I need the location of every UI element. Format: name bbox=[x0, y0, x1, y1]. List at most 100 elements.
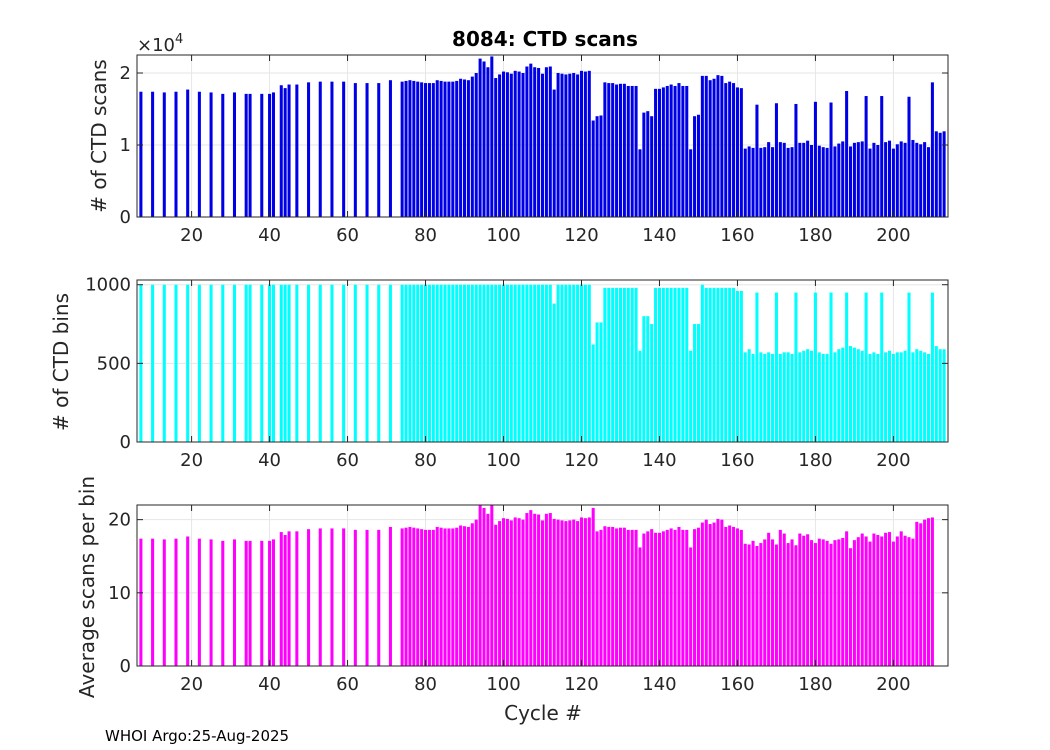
bar bbox=[825, 147, 829, 217]
bar bbox=[462, 79, 467, 217]
bar bbox=[260, 540, 264, 666]
bar bbox=[817, 538, 821, 666]
bar bbox=[470, 523, 474, 666]
bar bbox=[579, 517, 584, 666]
bar bbox=[462, 284, 467, 442]
bar bbox=[833, 540, 837, 666]
bar bbox=[287, 84, 291, 218]
bar bbox=[930, 517, 934, 666]
axes-frame bbox=[136, 504, 949, 667]
bar bbox=[696, 527, 700, 666]
bar bbox=[560, 73, 564, 217]
bar bbox=[837, 539, 841, 666]
bar bbox=[505, 518, 509, 666]
bar bbox=[767, 142, 771, 217]
bar bbox=[618, 287, 623, 442]
bar bbox=[700, 284, 704, 442]
x-tick-label: 140 bbox=[642, 450, 676, 471]
bar bbox=[615, 287, 619, 442]
bar bbox=[755, 104, 759, 217]
bar bbox=[186, 536, 190, 666]
plot-area-ctd-scans: 20 40 60 80 100 120 140 160 180 200 0 1 2 bbox=[120, 54, 949, 246]
bar bbox=[891, 353, 895, 442]
bar bbox=[248, 284, 252, 442]
bar bbox=[424, 284, 428, 442]
bar bbox=[248, 540, 252, 666]
bar bbox=[537, 284, 541, 442]
bar bbox=[876, 145, 880, 217]
bar bbox=[833, 352, 837, 442]
bar bbox=[494, 284, 498, 442]
bar bbox=[747, 349, 751, 442]
bar bbox=[353, 284, 357, 442]
bar bbox=[759, 543, 763, 666]
bar bbox=[813, 543, 817, 666]
bar bbox=[720, 519, 724, 666]
bar bbox=[490, 284, 494, 442]
bar bbox=[630, 85, 634, 218]
y-axis-label: Average scans per bin bbox=[75, 476, 99, 698]
bar bbox=[591, 507, 595, 666]
bar bbox=[696, 114, 700, 217]
exponent-power: 4 bbox=[175, 32, 183, 47]
exponent-base: ×10 bbox=[137, 35, 175, 56]
bar bbox=[268, 284, 272, 442]
bar bbox=[685, 287, 689, 442]
bar bbox=[700, 522, 704, 666]
bar bbox=[260, 93, 264, 217]
bar bbox=[501, 284, 506, 442]
bar bbox=[829, 543, 833, 666]
bar bbox=[564, 74, 568, 217]
bar bbox=[654, 287, 658, 442]
bar bbox=[669, 287, 673, 442]
bar bbox=[283, 535, 287, 666]
bar bbox=[646, 531, 650, 666]
bar bbox=[447, 81, 451, 217]
bar bbox=[634, 85, 638, 218]
x-tick-label: 40 bbox=[258, 674, 281, 695]
bar bbox=[724, 526, 728, 666]
bar bbox=[849, 548, 853, 666]
bar bbox=[728, 81, 732, 217]
bar bbox=[852, 347, 856, 442]
bar bbox=[505, 284, 509, 442]
bar bbox=[498, 284, 502, 442]
bar bbox=[521, 284, 525, 442]
bar bbox=[735, 87, 739, 218]
bar bbox=[416, 528, 420, 666]
bar bbox=[431, 284, 435, 442]
bar bbox=[591, 120, 595, 217]
bar bbox=[825, 353, 829, 442]
bar bbox=[622, 527, 626, 666]
bar bbox=[474, 284, 478, 442]
bar bbox=[751, 353, 755, 442]
bar bbox=[810, 540, 814, 666]
bar bbox=[693, 529, 697, 666]
bar bbox=[447, 528, 451, 666]
bar bbox=[903, 142, 907, 217]
bar bbox=[677, 526, 681, 666]
bar bbox=[669, 84, 673, 218]
bar bbox=[774, 544, 778, 666]
bar bbox=[509, 520, 513, 666]
bar bbox=[466, 80, 470, 217]
bar bbox=[517, 284, 521, 442]
bar bbox=[342, 284, 346, 442]
bar bbox=[880, 536, 884, 666]
bar bbox=[439, 527, 443, 666]
x-tick-label: 100 bbox=[486, 225, 520, 246]
bar bbox=[412, 284, 416, 442]
bar bbox=[661, 287, 665, 442]
bar bbox=[318, 81, 322, 217]
x-tick-label: 140 bbox=[642, 225, 676, 246]
bar bbox=[864, 96, 868, 217]
bar bbox=[681, 529, 685, 666]
bar bbox=[420, 82, 424, 217]
bar bbox=[887, 350, 892, 442]
bar bbox=[564, 284, 568, 442]
bar bbox=[841, 347, 845, 442]
bar bbox=[841, 141, 845, 217]
bar bbox=[872, 352, 876, 442]
bar bbox=[408, 284, 412, 442]
bar bbox=[618, 527, 623, 666]
